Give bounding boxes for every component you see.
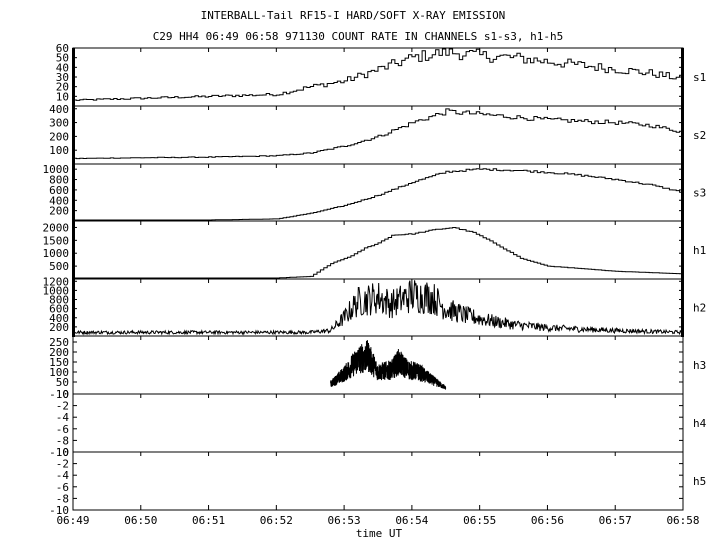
y-tick-label-h4: -2 [56,400,69,413]
y-tick-label-s2: 100 [49,144,69,157]
y-tick-label-h5: -2 [56,458,69,471]
y-tick-label-h5: -4 [56,469,70,482]
panel-label-h3: h3 [693,359,706,372]
y-tick-label-s1: 10 [56,90,69,103]
x-axis: 06:49 06:50 06:51 06:52 06:53 06:54 06:55 06:56… [56,48,700,527]
y-tick-label-s3: 800 [49,174,69,187]
y-tick-label-s2: 400 [49,103,69,116]
y-tick-label-s3: 400 [49,194,69,207]
x-tick-label: 06:52 [260,514,293,527]
y-tick-label-h2: 800 [49,294,69,307]
y-tick-label-h5: 0 [62,446,69,459]
y-tick-label-h1: 1500 [43,234,70,247]
panel-frame-h5 [72,451,684,511]
y-tick-label-s1: 40 [56,61,69,74]
y-tick-label-h2: 1000 [43,284,70,297]
panels-group: 102030405060s1100200300400s2200400600800… [43,42,707,517]
x-tick-label: 06:51 [192,514,225,527]
series-line-s1 [73,48,684,101]
y-tick-label-h3: 50 [56,376,69,389]
y-tick-label-s3: 1000 [43,163,70,176]
y-tick-label-s1: 60 [56,42,69,55]
panel-label-s3: s3 [693,187,706,200]
y-tick-label-h3: 100 [49,366,69,379]
left-edge-bar [72,48,75,337]
x-tick-label: 06:56 [531,514,564,527]
x-tick-label: 06:49 [56,514,89,527]
panel-label-h5: h5 [693,475,706,488]
y-tick-label-h2: 600 [49,303,69,316]
y-tick-label-s2: 300 [49,117,69,130]
y-tick-label-s2: 200 [49,130,69,143]
y-tick-label-h4: 0 [62,388,69,401]
series-line-s2 [73,108,684,160]
y-tick-label-s1: 20 [56,81,69,94]
y-tick-label-h1: 500 [49,260,69,273]
x-axis-title: time UT [356,527,403,540]
series-line-s3 [73,168,684,221]
panel-label-h2: h2 [693,302,706,315]
y-tick-label-h2: 200 [49,321,69,334]
y-tick-label-s3: 200 [49,205,69,218]
y-tick-label-h4: -8 [56,434,69,447]
y-tick-label-s3: 600 [49,184,69,197]
panel-label-s2: s2 [693,129,706,142]
y-tick-label-h1: 2000 [43,221,70,234]
y-tick-label-h3: 150 [49,356,69,369]
y-tick-label-h3: -10 [49,388,69,401]
y-tick-label-h5: -10 [49,504,69,517]
panel-label-s1: s1 [693,71,706,84]
x-tick-label: 06:55 [463,514,496,527]
x-tick-label: 06:50 [124,514,157,527]
y-tick-label-h2: 1200 [43,275,70,288]
y-tick-label-h5: -6 [56,481,69,494]
y-tick-label-h2: 400 [49,312,69,325]
chart-subtitle: C29 HH4 06:49 06:58 971130 COUNT RATE IN… [153,30,564,43]
panel-label-h1: h1 [693,244,706,257]
y-tick-label-h4: -6 [56,423,69,436]
x-tick-label: 06:54 [395,514,428,527]
y-tick-label-h3: 250 [49,336,69,349]
panel-label-h4: h4 [693,417,707,430]
series-line-h3 [330,340,447,390]
y-tick-label-h3: 200 [49,346,69,359]
series-line-h2 [72,280,684,336]
y-tick-label-h1: 1000 [43,247,70,260]
chart-title: INTERBALL-Tail RF15-I HARD/SOFT X-RAY EM… [201,9,506,22]
x-tick-label: 06:53 [328,514,361,527]
x-tick-label: 06:58 [666,514,699,527]
y-tick-label-h4: -4 [56,411,70,424]
y-tick-label-h4: -10 [49,446,69,459]
series-line-h1 [73,227,684,279]
y-tick-label-h5: -8 [56,492,69,505]
y-tick-label-s1: 50 [56,52,69,65]
right-edge-bar [681,48,684,337]
x-tick-label: 06:57 [599,514,632,527]
y-tick-label-s1: 30 [56,71,69,84]
